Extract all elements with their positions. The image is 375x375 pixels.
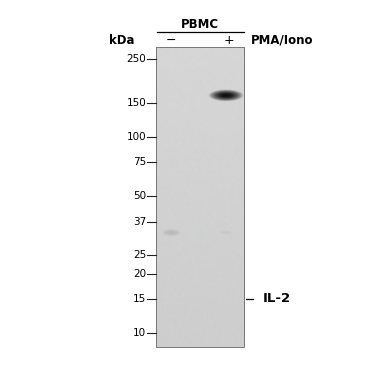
Text: +: +	[224, 34, 234, 46]
Text: 50: 50	[133, 191, 146, 201]
Text: 15: 15	[133, 294, 146, 304]
Text: PMA/Iono: PMA/Iono	[251, 34, 314, 46]
Text: 25: 25	[133, 250, 146, 260]
Text: PBMC: PBMC	[180, 18, 219, 31]
Text: IL-2: IL-2	[262, 292, 291, 305]
Text: 10: 10	[133, 328, 146, 338]
Text: 150: 150	[126, 98, 146, 108]
Text: −: −	[165, 34, 176, 46]
Text: 250: 250	[126, 54, 146, 64]
Bar	[156, 47, 244, 347]
Text: 37: 37	[133, 217, 146, 227]
Text: kDa: kDa	[109, 34, 135, 46]
Text: 75: 75	[133, 156, 146, 166]
Text: 20: 20	[133, 269, 146, 279]
Text: 100: 100	[127, 132, 146, 142]
